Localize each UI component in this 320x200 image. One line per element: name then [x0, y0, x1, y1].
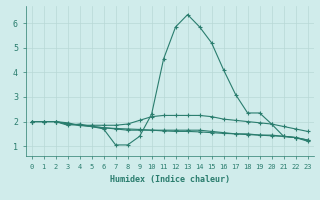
X-axis label: Humidex (Indice chaleur): Humidex (Indice chaleur) [109, 175, 230, 184]
